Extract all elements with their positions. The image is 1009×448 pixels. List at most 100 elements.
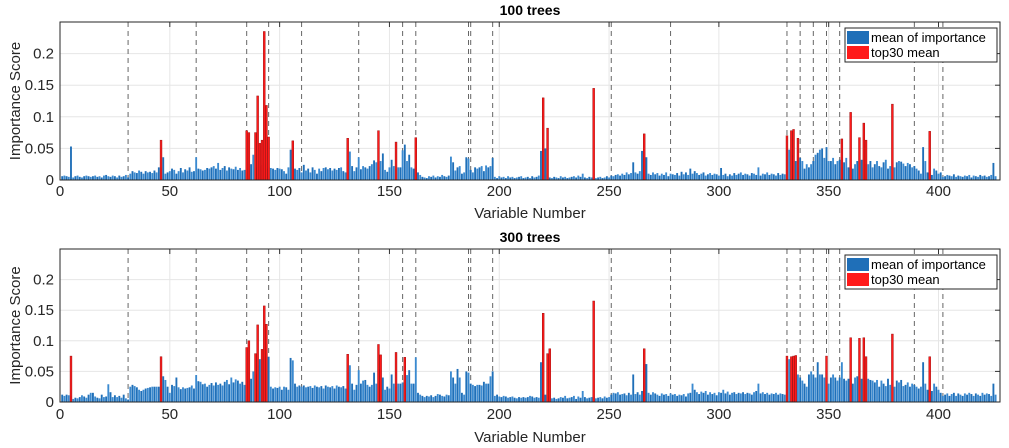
x-tick-label: 200 bbox=[487, 183, 512, 200]
bar-mean-importance bbox=[267, 356, 270, 402]
bar-mean-importance bbox=[129, 173, 132, 180]
bar-mean-importance bbox=[368, 386, 371, 402]
legend bbox=[844, 27, 998, 63]
bar-top30-mean bbox=[840, 138, 844, 181]
bar-mean-importance bbox=[836, 161, 839, 180]
bar-mean-importance bbox=[116, 177, 119, 180]
bar-mean-importance bbox=[522, 397, 525, 402]
bar-mean-importance bbox=[74, 397, 77, 402]
bar-mean-importance bbox=[636, 173, 639, 180]
bar-mean-importance bbox=[384, 169, 386, 180]
bar-mean-importance bbox=[439, 176, 441, 180]
bar-top30-mean bbox=[377, 344, 380, 403]
bar-mean-importance bbox=[625, 395, 628, 402]
bar-mean-importance bbox=[333, 388, 336, 402]
bar-mean-importance bbox=[373, 372, 375, 402]
bar-mean-importance bbox=[735, 174, 738, 180]
bar-mean-importance bbox=[577, 396, 580, 402]
bar-mean-importance bbox=[535, 176, 538, 180]
bar-mean-importance bbox=[775, 175, 777, 180]
bar-mean-importance bbox=[946, 174, 949, 180]
bar-mean-importance bbox=[801, 380, 804, 402]
bar-mean-importance bbox=[779, 174, 782, 180]
bar-mean-importance bbox=[634, 394, 637, 402]
bar-mean-importance bbox=[370, 384, 373, 402]
bar-mean-importance bbox=[375, 383, 378, 402]
bar-mean-importance bbox=[952, 392, 955, 402]
bar-mean-importance bbox=[902, 386, 905, 402]
bar-mean-importance bbox=[873, 382, 876, 402]
bar-mean-importance bbox=[359, 169, 362, 180]
plot-area bbox=[60, 22, 1000, 180]
bar-mean-importance bbox=[944, 394, 947, 402]
bar-mean-importance bbox=[337, 386, 340, 402]
bar-mean-importance bbox=[768, 174, 771, 180]
bar-mean-importance bbox=[739, 393, 742, 402]
bar-mean-importance bbox=[232, 382, 235, 402]
bar-mean-importance bbox=[913, 384, 916, 402]
x-tick-label: 250 bbox=[597, 183, 622, 200]
bar-mean-importance bbox=[904, 166, 907, 180]
bar-mean-importance bbox=[992, 383, 995, 402]
bar-mean-importance bbox=[102, 397, 105, 402]
bar-mean-importance bbox=[276, 167, 279, 180]
bar-top30-mean bbox=[864, 139, 868, 181]
bar-mean-importance bbox=[555, 177, 558, 180]
bar-mean-importance bbox=[120, 397, 123, 402]
bar-mean-importance bbox=[632, 162, 635, 180]
bar-mean-importance bbox=[638, 394, 641, 402]
bar-top30-mean bbox=[403, 357, 406, 403]
bar-mean-importance bbox=[933, 383, 936, 402]
bar-mean-importance bbox=[810, 371, 813, 402]
bar-mean-importance bbox=[379, 161, 382, 180]
bar-mean-importance bbox=[818, 149, 821, 180]
bar-mean-importance bbox=[898, 161, 900, 180]
bar-mean-importance bbox=[250, 378, 253, 402]
bar-mean-importance bbox=[658, 175, 661, 180]
bar-mean-importance bbox=[608, 397, 610, 402]
bar-mean-importance bbox=[417, 392, 419, 402]
y-tick-label: 0.05 bbox=[25, 140, 54, 157]
bar-mean-importance bbox=[489, 166, 492, 180]
bar-mean-importance bbox=[634, 172, 637, 180]
bar-mean-importance bbox=[83, 396, 86, 402]
bar-mean-importance bbox=[827, 161, 830, 180]
bar-mean-importance bbox=[867, 378, 870, 402]
bar-mean-importance bbox=[520, 176, 523, 180]
bar-mean-importance bbox=[832, 157, 835, 180]
bar-mean-importance bbox=[994, 176, 997, 180]
bar-mean-importance bbox=[177, 387, 180, 402]
bar-mean-importance bbox=[63, 175, 66, 180]
bar-mean-importance bbox=[511, 396, 514, 402]
bar-mean-importance bbox=[173, 169, 176, 180]
axes-box bbox=[59, 21, 1001, 181]
bar-mean-importance bbox=[632, 374, 635, 402]
bar-mean-importance bbox=[340, 167, 343, 180]
bar-mean-importance bbox=[287, 389, 290, 402]
bar-mean-importance bbox=[171, 384, 173, 402]
bar-mean-importance bbox=[113, 176, 116, 180]
bar-mean-importance bbox=[458, 166, 461, 180]
bar-mean-importance bbox=[663, 394, 665, 402]
chart-title: 300 trees bbox=[500, 229, 561, 245]
bar-mean-importance bbox=[722, 174, 725, 180]
bar-mean-importance bbox=[289, 357, 292, 402]
bar-mean-importance bbox=[680, 395, 683, 402]
bar-mean-importance bbox=[324, 167, 327, 180]
bar-mean-importance bbox=[157, 386, 160, 402]
bar-mean-importance bbox=[920, 173, 922, 180]
bar-mean-importance bbox=[946, 393, 949, 402]
bar-mean-importance bbox=[412, 168, 415, 180]
bar-mean-importance bbox=[241, 170, 244, 180]
bar-mean-importance bbox=[476, 168, 479, 180]
bar-mean-importance bbox=[294, 168, 296, 180]
bar-mean-importance bbox=[614, 393, 617, 402]
bar-mean-importance bbox=[966, 176, 968, 180]
bar-mean-importance bbox=[173, 386, 176, 402]
bar-mean-importance bbox=[430, 395, 433, 402]
bar-mean-importance bbox=[647, 173, 650, 180]
bar-mean-importance bbox=[421, 176, 424, 180]
bar-mean-importance bbox=[406, 161, 408, 180]
bar-mean-importance bbox=[109, 176, 112, 180]
bar-mean-importance bbox=[843, 162, 845, 180]
